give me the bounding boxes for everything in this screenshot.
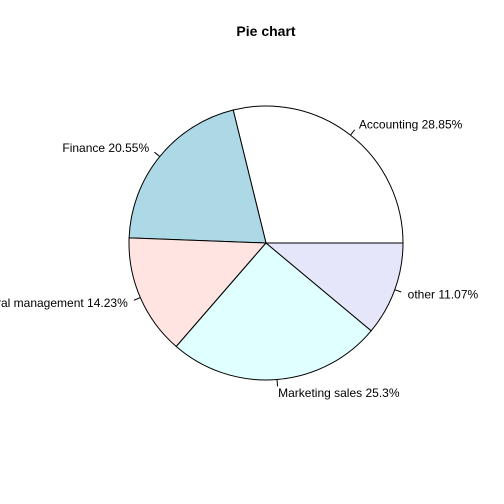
slice-label-accounting: Accounting 28.85%: [359, 117, 463, 131]
chart-title: Pie chart: [236, 23, 295, 39]
pie-slice-marketing-sales: [175, 242, 372, 381]
leader-line-other: [394, 289, 402, 293]
pie-labels: Accounting 28.85% Finance 20.55% General m…: [0, 117, 479, 400]
pie-slice-general-management: [128, 237, 268, 348]
leader-line-finance: [154, 151, 161, 157]
pie-leader-lines: [133, 129, 402, 387]
leader-line-accounting: [350, 129, 356, 136]
leader-line-general-management: [133, 297, 141, 301]
slice-label-other: other 11.07%: [408, 287, 479, 301]
leader-line-marketing-sales: [276, 379, 279, 387]
slice-label-marketing-sales: Marketing sales 25.3%: [278, 386, 400, 400]
pie-slice-finance: [128, 109, 267, 244]
slice-label-general-management: General management 14.23%: [0, 296, 128, 310]
pie-slices: [128, 105, 404, 381]
slice-label-finance: Finance 20.55%: [62, 141, 149, 155]
